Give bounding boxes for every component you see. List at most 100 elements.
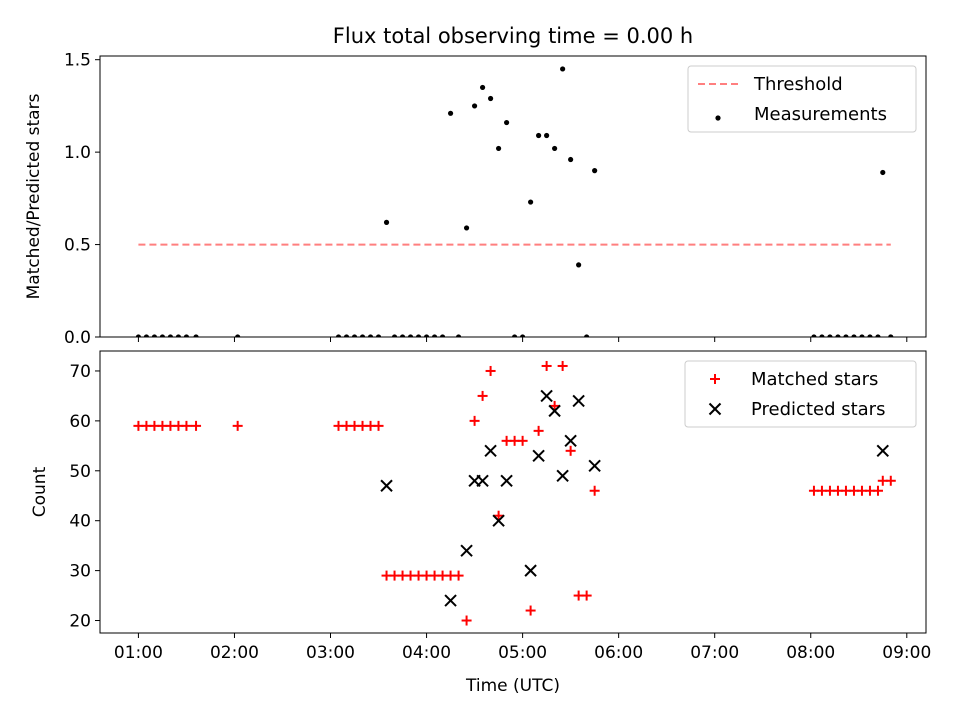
predicted-star-point (460, 544, 473, 557)
matched-star-point (541, 360, 552, 371)
measurement-point (431, 334, 438, 337)
measurement-point (859, 334, 865, 337)
measurement-point (811, 334, 817, 337)
matched-star-point (549, 400, 560, 411)
y-tick-label: 0.0 (64, 328, 91, 348)
measurement-point (415, 334, 422, 337)
measurement-point (175, 334, 182, 337)
measurement-point (159, 334, 166, 337)
predicted-star-point (444, 594, 457, 607)
y-tick-label: 1.5 (64, 51, 91, 71)
measurement-point (576, 262, 582, 268)
measurement-point (463, 225, 470, 231)
measurement-point (568, 156, 574, 163)
predicted-star-point (476, 474, 489, 487)
x-axis-label: Time (UTC) (465, 676, 560, 696)
measurement-point (552, 145, 558, 152)
measurement-point (391, 334, 398, 337)
x-tick-label: 07:00 (690, 643, 739, 663)
predicted-star-point (564, 434, 577, 448)
measurement-point (439, 334, 446, 337)
measurement-point (471, 103, 478, 109)
matched-star-point (485, 365, 496, 376)
matched-star-point (533, 425, 544, 436)
star-count-panel: 01:00 02:00 03:00 04:00 05:00 06:00 07:00 08:00… (69, 350, 931, 663)
x-tick-label: 05:00 (498, 643, 547, 663)
measurement-point (827, 334, 833, 337)
measurement-point (528, 199, 534, 205)
measurement-point (183, 334, 190, 337)
measurement-point (383, 219, 390, 225)
axes-frame (99, 55, 927, 338)
measurement-point (592, 168, 598, 174)
measurement-point (560, 66, 566, 72)
measurement-point (819, 334, 825, 337)
matched-star-point (872, 485, 883, 496)
legend-ratio: Threshold Measurements (687, 65, 917, 133)
legend-box (684, 360, 917, 428)
legend-label: Matched stars (751, 369, 878, 390)
x-tick-label: 04:00 (402, 643, 451, 663)
legend-measurement-swatch (715, 115, 721, 121)
matched-star-point (453, 570, 464, 581)
y-axis-label-count: Count (30, 466, 50, 517)
legend-label: Measurements (754, 104, 887, 125)
matched-star-point (493, 510, 504, 521)
y-tick-label: 40 (69, 512, 91, 532)
matched-star-point (373, 420, 384, 431)
legend-label: Predicted stars (751, 399, 885, 420)
predicted-star-point (532, 449, 545, 463)
plot-area (133, 360, 896, 626)
y-tick-label: 1.0 (64, 143, 91, 163)
flux-ratio-panel: 0.0 0.5 1.0 1.5 (64, 51, 927, 348)
measurement-point (495, 145, 502, 152)
matched-star-point (589, 485, 600, 496)
measurement-point (835, 334, 841, 337)
predicted-star-point (484, 444, 497, 458)
predicted-star-point (380, 479, 393, 492)
y-tick-label: 20 (69, 612, 91, 632)
measurement-point (880, 169, 886, 176)
measurement-point (544, 132, 550, 139)
matched-star-point (191, 420, 202, 431)
measurement-point (487, 95, 494, 102)
matched-star-point (232, 420, 243, 431)
matched-star-point (581, 590, 592, 601)
measurement-point (843, 334, 849, 337)
x-tick-label: 01:00 (114, 643, 163, 663)
predicted-star-point (524, 564, 537, 577)
legend-predicted-swatch (708, 402, 722, 416)
measurement-point (536, 132, 542, 139)
predicted-star-point (556, 469, 569, 482)
matched-star-point (469, 415, 480, 426)
plot-area (135, 66, 894, 337)
measurement-point (584, 334, 590, 337)
y-tick-label: 70 (69, 362, 91, 382)
legend-box (687, 65, 917, 133)
measurement-point (867, 334, 873, 337)
measurement-point (359, 334, 366, 337)
predicted-star-point (500, 474, 513, 487)
matched-star-point (477, 390, 488, 401)
matched-star-point (517, 435, 528, 446)
measurement-point (375, 334, 382, 337)
measurement-point (193, 334, 199, 337)
y-axis-label-ratio: Matched/Predicted stars (24, 93, 44, 299)
legend-label: Threshold (753, 74, 843, 95)
x-tick-label: 09:00 (882, 643, 931, 663)
measurement-point (367, 334, 374, 337)
matched-star-point (565, 445, 576, 456)
measurement-point (520, 334, 526, 337)
axes-frame (99, 350, 927, 634)
y-tick-label: 50 (69, 462, 91, 482)
measurement-point (343, 334, 350, 337)
measurement-point (407, 334, 414, 337)
y-tick-label: 0.5 (64, 236, 91, 256)
predicted-star-point (492, 514, 505, 527)
measurement-point (143, 334, 150, 337)
legend-counts: Matched stars Predicted stars (684, 360, 917, 428)
matched-star-point (557, 360, 568, 371)
measurement-point (351, 334, 358, 337)
measurement-point (335, 334, 342, 337)
